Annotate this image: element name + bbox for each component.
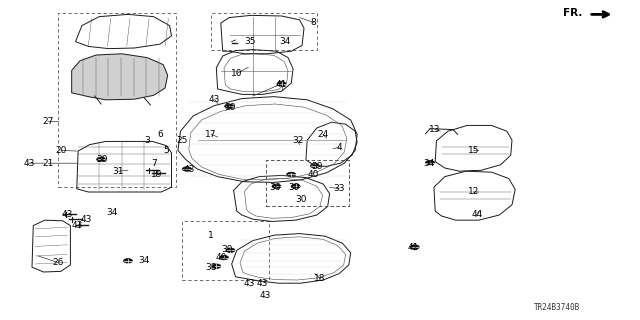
Text: 15: 15 [468, 146, 479, 155]
Text: 43: 43 [23, 159, 35, 168]
Circle shape [291, 184, 300, 188]
Text: 43: 43 [260, 292, 271, 300]
Text: 8: 8 [311, 18, 316, 27]
Circle shape [225, 104, 234, 108]
Circle shape [212, 264, 221, 268]
Circle shape [426, 160, 435, 165]
Bar [182, 221, 269, 280]
Text: 43: 43 [244, 279, 255, 288]
Text: 12: 12 [468, 188, 479, 196]
Text: 19: 19 [151, 170, 163, 179]
Text: 43: 43 [71, 221, 83, 230]
Text: 4: 4 [337, 143, 342, 152]
Text: 41: 41 [407, 244, 419, 252]
Text: 43: 43 [209, 95, 220, 104]
Text: 20: 20 [55, 146, 67, 155]
Text: 43: 43 [61, 210, 73, 219]
Text: 39: 39 [311, 162, 323, 171]
Circle shape [287, 172, 296, 177]
Text: 18: 18 [314, 274, 326, 283]
Circle shape [124, 259, 132, 263]
Circle shape [220, 255, 228, 260]
Text: 6: 6 [157, 130, 163, 139]
Text: 17: 17 [205, 130, 217, 139]
Circle shape [97, 157, 106, 162]
Text: 34: 34 [138, 256, 150, 265]
Text: 32: 32 [292, 136, 303, 145]
Text: 24: 24 [317, 130, 329, 139]
Circle shape [310, 164, 319, 168]
Text: 7: 7 [151, 159, 156, 168]
Text: 40: 40 [308, 170, 319, 179]
Text: 5: 5 [164, 146, 169, 155]
Text: 13: 13 [429, 125, 441, 134]
Text: 43: 43 [81, 215, 92, 224]
Text: 36: 36 [269, 183, 281, 192]
Text: 34: 34 [423, 159, 435, 168]
Text: 30: 30 [225, 103, 236, 112]
Text: 25: 25 [177, 136, 188, 145]
Text: 26: 26 [52, 258, 63, 267]
Text: TR24B3740B: TR24B3740B [534, 303, 580, 312]
Text: 33: 33 [333, 184, 345, 193]
Text: 1: 1 [209, 231, 214, 240]
Text: 39: 39 [221, 245, 233, 254]
Text: 39: 39 [289, 183, 300, 192]
Bar [266, 160, 349, 206]
Text: 30: 30 [295, 196, 307, 204]
Circle shape [226, 248, 235, 252]
Text: 31: 31 [113, 167, 124, 176]
Text: 34: 34 [279, 37, 291, 46]
Text: 3: 3 [145, 136, 150, 145]
Text: FR.: FR. [563, 8, 582, 19]
Text: 35: 35 [244, 37, 255, 46]
Text: 38: 38 [205, 263, 217, 272]
Circle shape [410, 245, 419, 249]
Text: 34: 34 [106, 208, 118, 217]
Bar [58, 13, 176, 187]
Text: 27: 27 [42, 117, 54, 126]
Text: 10: 10 [231, 69, 243, 78]
Text: 41: 41 [276, 80, 287, 89]
Text: 43: 43 [183, 165, 195, 174]
Text: 43: 43 [257, 279, 268, 288]
Text: 44: 44 [471, 210, 483, 219]
Bar [266, 160, 349, 206]
Circle shape [182, 167, 191, 171]
Text: 30: 30 [97, 156, 108, 164]
Polygon shape [72, 54, 168, 100]
Text: 40: 40 [215, 253, 227, 262]
Circle shape [272, 184, 281, 188]
Text: 21: 21 [42, 159, 54, 168]
Bar [211, 13, 317, 50]
Circle shape [277, 82, 286, 86]
